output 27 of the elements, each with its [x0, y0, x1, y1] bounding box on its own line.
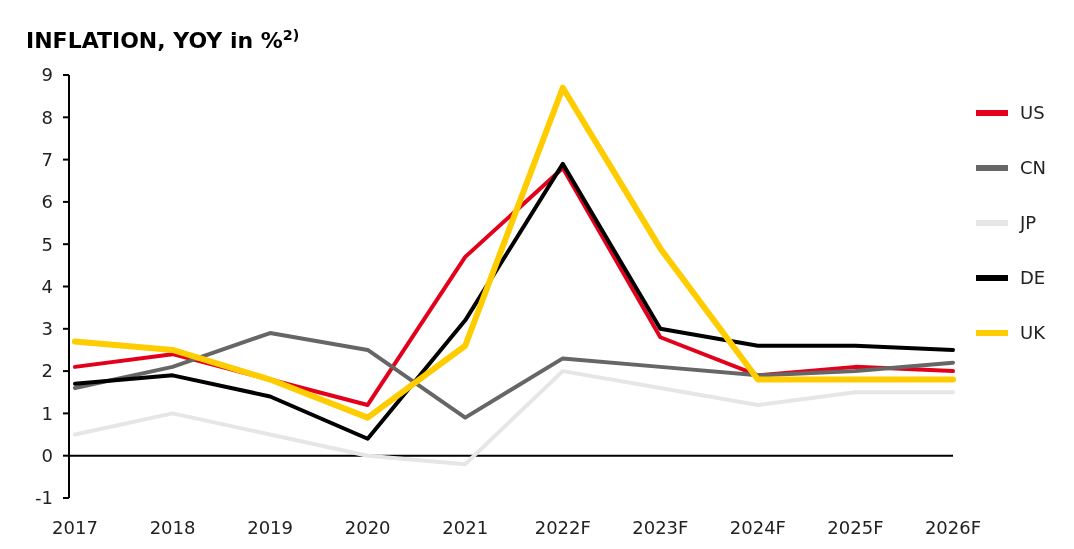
x-tick-label: 2025F	[827, 517, 884, 538]
legend-label: US	[1020, 102, 1045, 124]
y-tick-label: 5	[41, 233, 53, 255]
chart-title: INFLATION, YOY in %$^{2)}$	[26, 27, 300, 53]
legend-label: JP	[1019, 212, 1037, 234]
y-tick-label: 4	[41, 275, 53, 297]
y-tick-label: 7	[41, 148, 53, 170]
y-tick-label: 8	[41, 106, 53, 128]
y-tick-label: 1	[41, 402, 53, 424]
y-tick-label: 9	[41, 64, 53, 86]
y-tick-label: 0	[41, 445, 53, 466]
x-tick-label: 2023F	[632, 517, 689, 538]
y-tick-label: 3	[41, 318, 53, 340]
y-tick-label: 2	[41, 360, 53, 382]
x-tick-label: 2017	[52, 517, 98, 538]
x-tick-label: 2020	[344, 517, 391, 538]
x-tick-label: 2022F	[534, 517, 591, 538]
x-tick-label: 2024F	[729, 517, 786, 538]
y-tick-label: -1	[35, 487, 53, 509]
x-tick-label: 2018	[149, 517, 196, 538]
x-tick-label: 2026F	[924, 517, 982, 538]
legend-label: CN	[1020, 157, 1047, 179]
x-tick-label: 2019	[247, 517, 294, 538]
y-tick-label: 6	[41, 191, 53, 213]
legend-label: UK	[1020, 322, 1047, 344]
legend-label: DE	[1020, 267, 1046, 289]
x-tick-label: 2021	[442, 517, 489, 538]
